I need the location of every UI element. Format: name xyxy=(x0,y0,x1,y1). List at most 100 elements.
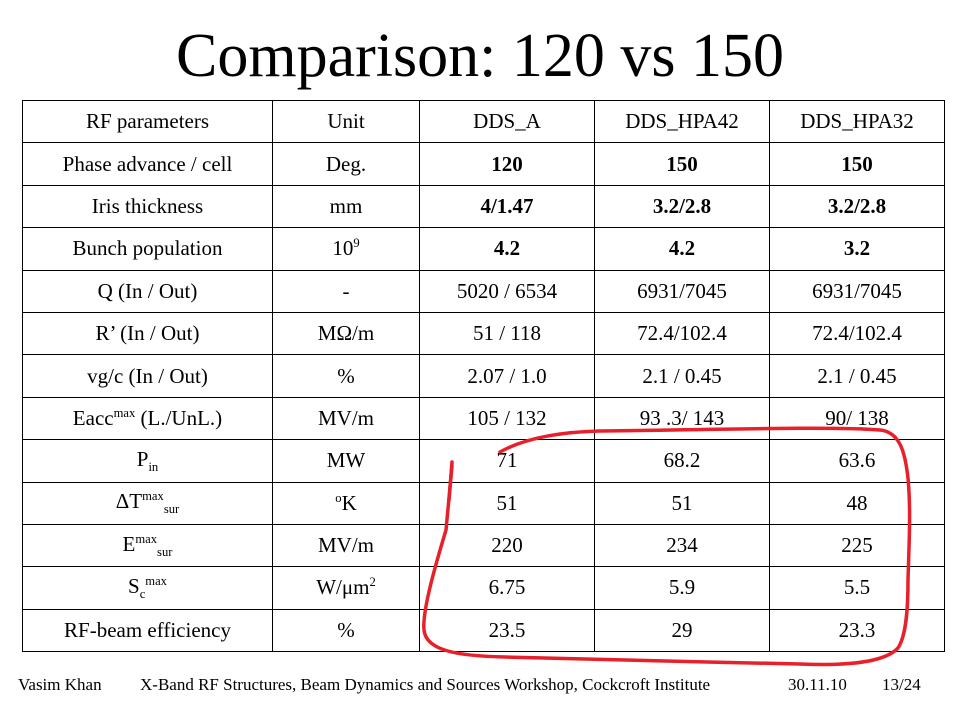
unit-superscript: o xyxy=(335,490,342,505)
value-cell: 2.07 / 1.0 xyxy=(419,354,595,398)
header-cell: DDS_HPA42 xyxy=(594,99,770,144)
table-row: ΔTmaxsur oK 51 51 48 xyxy=(22,481,945,525)
table-row: RF-beam efficiency % 23.5 29 23.3 xyxy=(22,608,945,653)
value-cell: 51 xyxy=(419,481,595,525)
table-row: Eaccmax (L./UnL.) MV/m 105 / 132 93 .3/ … xyxy=(22,396,945,441)
header-cell: DDS_HPA32 xyxy=(769,99,945,144)
value-cell: 68.2 xyxy=(594,439,770,483)
value-cell: 4/1.47 xyxy=(419,184,595,229)
header-cell: Unit xyxy=(272,99,420,144)
param-cell: Scmax xyxy=(22,566,273,610)
value-cell: 105 / 132 xyxy=(419,396,595,441)
param-base: S xyxy=(128,573,140,598)
value-cell: 5.9 xyxy=(594,566,770,610)
param-subscript: sur xyxy=(163,502,180,517)
unit-cell: MV/m xyxy=(272,396,420,441)
param-subscript: c xyxy=(139,587,146,602)
value-cell: 4.2 xyxy=(594,227,770,271)
unit-cell: - xyxy=(272,269,420,313)
value-cell: 51 / 118 xyxy=(419,311,595,356)
table-row: Phase advance / cell Deg. 120 150 150 xyxy=(22,142,945,186)
value-cell: 5.5 xyxy=(769,566,945,610)
value-cell: 29 xyxy=(594,608,770,653)
param-subscript: sur xyxy=(157,544,173,559)
value-cell: 3.2 xyxy=(769,227,945,271)
param-base: E xyxy=(122,531,136,556)
param-cell: Pin xyxy=(22,439,273,483)
table-row: R’ (In / Out) MΩ/m 51 / 118 72.4/102.4 7… xyxy=(22,311,945,356)
value-cell: 234 xyxy=(594,523,770,568)
slide-title: Comparison: 120 vs 150 xyxy=(176,22,784,90)
param-cell: Eaccmax (L./UnL.) xyxy=(22,396,273,441)
param-superscript: max xyxy=(142,489,164,504)
value-cell: 63.6 xyxy=(769,439,945,483)
value-cell: 150 xyxy=(594,142,770,186)
param-base: Eacc xyxy=(72,405,114,430)
value-cell: 6931/7045 xyxy=(769,269,945,313)
table-row: Q (In / Out) - 5020 / 6534 6931/7045 693… xyxy=(22,269,945,313)
value-cell: 23.3 xyxy=(769,608,945,653)
param-cell: Q (In / Out) xyxy=(22,269,273,313)
unit-superscript: 2 xyxy=(369,575,376,590)
unit-cell: 109 xyxy=(272,227,420,271)
value-cell: 220 xyxy=(419,523,595,568)
value-cell: 2.1 / 0.45 xyxy=(594,354,770,398)
rf-parameters-table: RF parameters Unit DDS_A DDS_HPA42 DDS_H… xyxy=(22,99,945,653)
param-superscript: max xyxy=(113,405,136,420)
param-rest: (L./UnL.) xyxy=(135,405,223,430)
param-cell: vg/c (In / Out) xyxy=(22,354,273,398)
unit-cell: mm xyxy=(272,184,420,229)
unit-cell: MΩ/m xyxy=(272,311,420,356)
param-base: ΔT xyxy=(115,489,143,514)
unit-superscript: 9 xyxy=(353,236,360,251)
value-cell: 2.1 / 0.45 xyxy=(769,354,945,398)
param-cell: R’ (In / Out) xyxy=(22,311,273,356)
value-cell: 3.2/2.8 xyxy=(594,184,770,229)
table-row: Scmax W/μm2 6.75 5.9 5.5 xyxy=(22,566,945,610)
unit-base: 10 xyxy=(332,236,354,261)
value-cell: 6.75 xyxy=(419,566,595,610)
value-cell: 51 xyxy=(594,481,770,525)
unit-base: K xyxy=(341,490,357,515)
table-header-row: RF parameters Unit DDS_A DDS_HPA42 DDS_H… xyxy=(22,99,945,144)
value-cell: 4.2 xyxy=(419,227,595,271)
footer-page-number: 13/24 xyxy=(882,675,921,694)
value-cell: 120 xyxy=(419,142,595,186)
unit-cell: Deg. xyxy=(272,142,420,186)
value-cell: 5020 / 6534 xyxy=(419,269,595,313)
param-cell: Emaxsur xyxy=(22,523,273,568)
value-cell: 72.4/102.4 xyxy=(594,311,770,356)
unit-cell: % xyxy=(272,354,420,398)
unit-cell: oK xyxy=(272,481,420,525)
param-cell: RF-beam efficiency xyxy=(22,608,273,653)
footer-event: X-Band RF Structures, Beam Dynamics and … xyxy=(140,675,711,694)
param-cell: Iris thickness xyxy=(22,184,273,229)
unit-cell: W/μm2 xyxy=(272,566,420,610)
slide-footer: Vasim Khan X-Band RF Structures, Beam Dy… xyxy=(0,675,960,705)
param-base: P xyxy=(136,446,149,471)
value-cell: 93 .3/ 143 xyxy=(594,396,770,441)
unit-cell: MV/m xyxy=(272,523,420,568)
unit-cell: % xyxy=(272,608,420,653)
value-cell: 48 xyxy=(769,481,945,525)
value-cell: 6931/7045 xyxy=(594,269,770,313)
table-row: Pin MW 71 68.2 63.6 xyxy=(22,439,945,483)
footer-date: 30.11.10 xyxy=(788,675,847,694)
footer-author: Vasim Khan xyxy=(18,675,102,694)
param-subscript: in xyxy=(148,459,159,474)
value-cell: 225 xyxy=(769,523,945,568)
param-superscript: max xyxy=(135,531,158,546)
value-cell: 72.4/102.4 xyxy=(769,311,945,356)
value-cell: 23.5 xyxy=(419,608,595,653)
table-row: vg/c (In / Out) % 2.07 / 1.0 2.1 / 0.45 … xyxy=(22,354,945,398)
header-cell: DDS_A xyxy=(419,99,595,144)
value-cell: 3.2/2.8 xyxy=(769,184,945,229)
header-cell: RF parameters xyxy=(22,99,273,144)
table-row: Emaxsur MV/m 220 234 225 xyxy=(22,523,945,568)
table-row: Iris thickness mm 4/1.47 3.2/2.8 3.2/2.8 xyxy=(22,184,945,229)
param-cell: Bunch population xyxy=(22,227,273,271)
value-cell: 150 xyxy=(769,142,945,186)
value-cell: 71 xyxy=(419,439,595,483)
table-row: Bunch population 109 4.2 4.2 3.2 xyxy=(22,227,945,271)
param-cell: ΔTmaxsur xyxy=(22,481,273,525)
